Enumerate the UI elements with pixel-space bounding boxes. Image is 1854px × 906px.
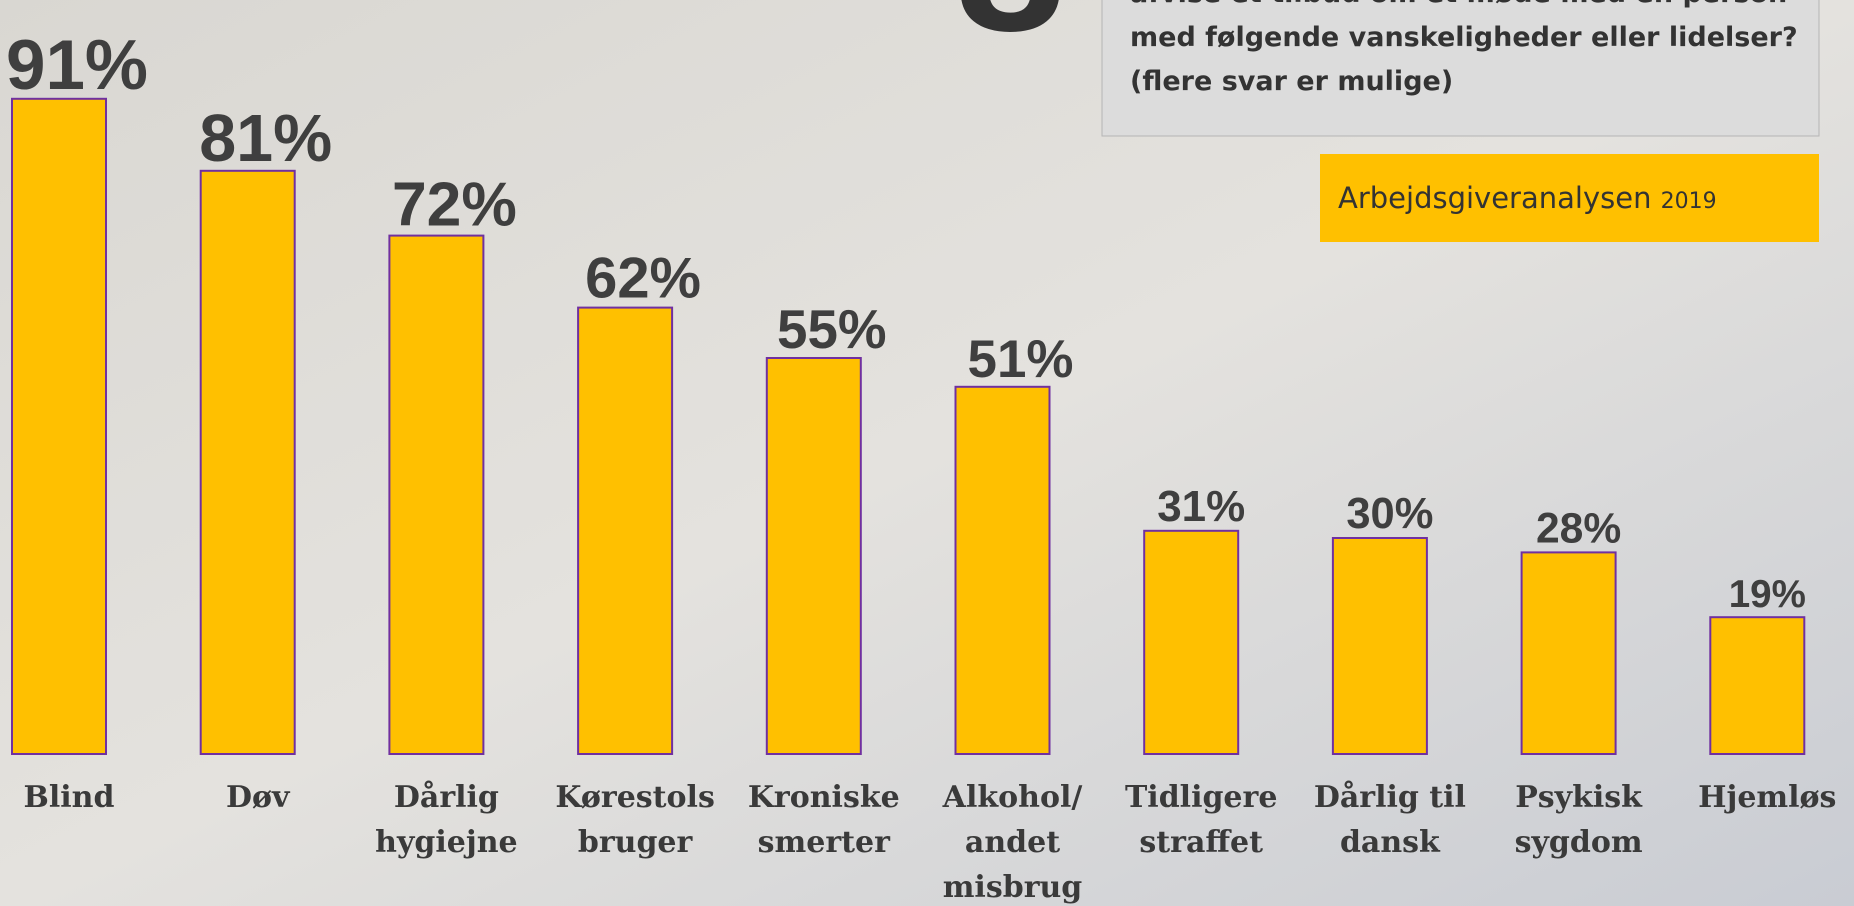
- category-label: Dårlig til: [1314, 780, 1466, 815]
- source-name: Arbejdsgiveranalysen: [1338, 181, 1651, 215]
- category-label: Dårlig: [394, 780, 499, 815]
- value-label: 72%: [392, 171, 517, 240]
- category-label: straffet: [1139, 825, 1263, 860]
- source: Arbejdsgiveranalysen 2019: [1338, 181, 1717, 215]
- value-label: 51%: [968, 330, 1074, 389]
- value-label: 81%: [199, 102, 332, 176]
- category-label: Døv: [226, 780, 291, 815]
- bar: [767, 358, 861, 754]
- category-label: Psykisk: [1515, 780, 1643, 815]
- bar: [578, 308, 672, 754]
- category-label: sygdom: [1515, 825, 1643, 860]
- category-label: Kroniske: [748, 780, 900, 815]
- category-label: Kørestols: [555, 780, 715, 815]
- source-year: 2019: [1661, 189, 1717, 214]
- value-label: 19%: [1729, 573, 1806, 616]
- category-label: dansk: [1340, 825, 1441, 860]
- bar: [1522, 552, 1616, 754]
- question-line: med følgende vanskeligheder eller lidels…: [1130, 22, 1798, 53]
- value-label: 55%: [777, 298, 887, 360]
- bar: [389, 236, 483, 754]
- category-label: Tidligere: [1125, 780, 1277, 815]
- category-label: andet: [965, 825, 1060, 860]
- question-line: (flere svar er mulige): [1130, 66, 1453, 97]
- value-label: 28%: [1536, 504, 1621, 552]
- bar: [956, 387, 1050, 754]
- value-label: 30%: [1346, 490, 1433, 538]
- bar: [1333, 538, 1427, 754]
- category-label: misbrug: [943, 870, 1083, 905]
- bar: [1144, 531, 1238, 754]
- big-number: 8: [954, 0, 1065, 73]
- bar: [1710, 617, 1804, 754]
- chart: 8 afvise et tilbud om et møde med en per…: [0, 0, 1854, 906]
- category-label: Alkohol/: [942, 780, 1083, 815]
- value-label: 31%: [1157, 482, 1245, 531]
- value-label: 62%: [585, 247, 701, 311]
- category-label: hygiejne: [375, 825, 517, 860]
- value-label: 91%: [6, 26, 148, 105]
- bar: [201, 171, 295, 754]
- category-label: bruger: [578, 825, 694, 860]
- category-label: Hjemløs: [1698, 780, 1836, 815]
- category-label: smerter: [758, 825, 891, 860]
- bar: [12, 99, 106, 754]
- question-line: afvise et tilbud om et møde med en perso…: [1130, 0, 1787, 9]
- category-label: Blind: [24, 780, 115, 815]
